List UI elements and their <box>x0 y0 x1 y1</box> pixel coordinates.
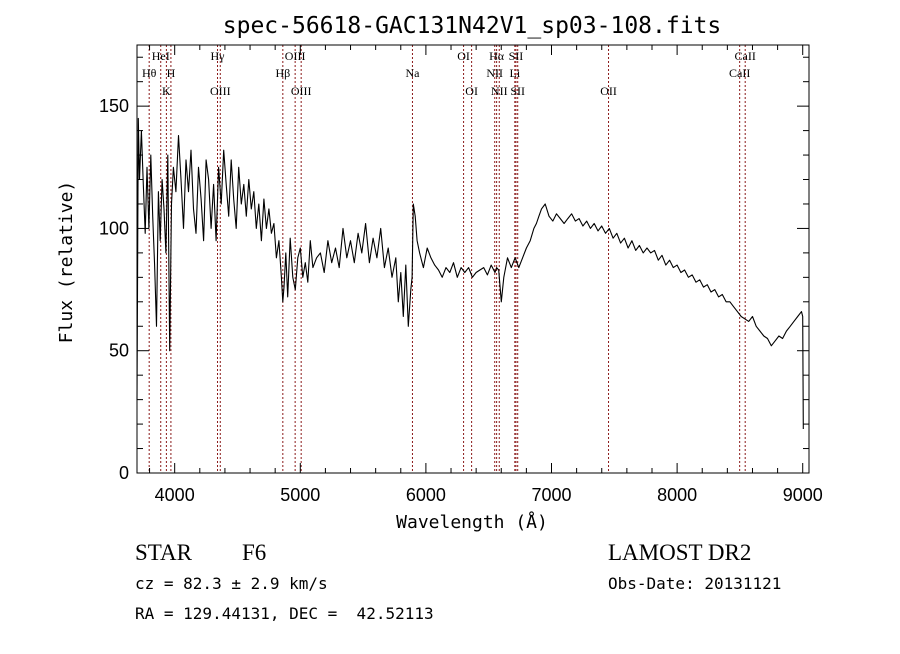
plot-frame <box>136 44 810 474</box>
spectral-line-label: Li <box>509 66 520 80</box>
spectral-line-label: Na <box>405 66 420 80</box>
y-tick-label: 0 <box>119 463 129 483</box>
spectral-line-label: Hθ <box>142 66 157 80</box>
x-tick-label: 9000 <box>783 485 823 505</box>
object-class: STAR <box>135 540 192 565</box>
chart-title: spec-56618-GAC131N42V1_sp03-108.fits <box>223 13 722 39</box>
y-tick-label: 50 <box>109 341 129 361</box>
x-tick-label: 8000 <box>657 485 697 505</box>
spectrum-line <box>136 117 804 430</box>
spectral-line-label: OIII <box>285 49 306 63</box>
coordinates: RA = 129.44131, DEC = 42.52113 <box>135 604 434 623</box>
spectral-line-label: Hγ <box>211 49 226 63</box>
object-subclass: F6 <box>242 540 267 565</box>
x-tick-label: 5000 <box>280 485 320 505</box>
y-axis-label: Flux (relative) <box>56 181 77 344</box>
survey-name: LAMOST DR2 <box>608 540 752 565</box>
spectral-line-label: OIII <box>210 84 231 98</box>
x-tick-label: 4000 <box>155 485 195 505</box>
spectral-line-label: NII <box>486 66 503 80</box>
spectral-line-label: OII <box>600 84 617 98</box>
x-axis-label: Wavelength (Å) <box>396 511 548 533</box>
x-tick-label: 6000 <box>406 485 446 505</box>
spectral-line-label: SII <box>510 84 525 98</box>
spectral-line-label: Hα <box>489 49 505 63</box>
spectral-line-label: SII <box>509 49 524 63</box>
redshift-readout: cz = 82.3 ± 2.9 km/s <box>135 574 328 593</box>
x-tick-label: 7000 <box>531 485 571 505</box>
obs-date: Obs-Date: 20131121 <box>608 574 782 593</box>
spectral-line-label: NII <box>491 84 508 98</box>
y-tick-label: 100 <box>99 218 129 238</box>
spectral-line-label: Hβ <box>275 66 290 80</box>
spectral-line-label: K <box>162 84 171 98</box>
spectral-line-label: OI <box>457 49 470 63</box>
y-tick-label: 150 <box>99 96 129 116</box>
spectral-line-label: CaII <box>729 66 750 80</box>
spectral-line-label: HeI <box>152 49 170 63</box>
spectral-line-label: H <box>167 66 176 80</box>
spectral-line-label: OIII <box>291 84 312 98</box>
spectral-line-label: CaII <box>735 49 756 63</box>
spectral-line-label: OI <box>465 84 478 98</box>
